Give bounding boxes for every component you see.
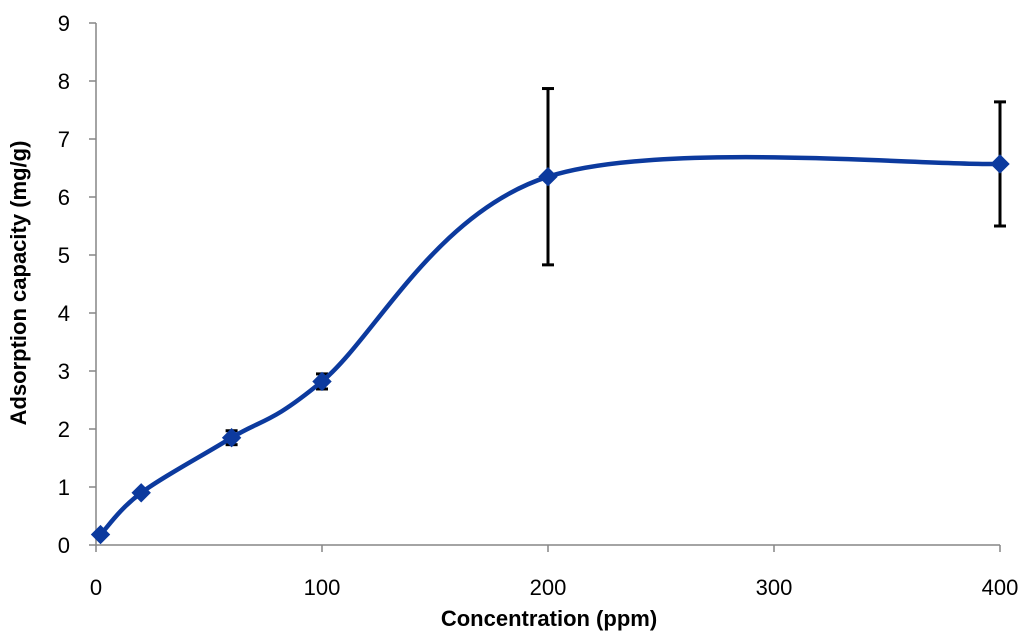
x-tick-label: 0 (90, 575, 102, 600)
markers (90, 154, 1010, 545)
data-point-marker (131, 483, 151, 503)
x-tick-label: 100 (304, 575, 341, 600)
y-tick-label: 7 (58, 127, 70, 152)
y-tick-label: 3 (58, 359, 70, 384)
x-tick-label: 300 (756, 575, 793, 600)
data-point-marker (90, 524, 111, 545)
data-point-marker (990, 154, 1010, 174)
error-bars (225, 87, 1006, 447)
x-tick-label: 400 (982, 575, 1019, 600)
axes: 0 1 2 3 4 5 6 7 8 9 0 100 200 300 400 (58, 11, 1019, 600)
y-tick-label: 8 (58, 69, 70, 94)
y-tick-label: 9 (58, 11, 70, 36)
x-axis-title: Concentration (ppm) (441, 606, 657, 631)
y-axis-title: Adsorption capacity (mg/g) (6, 141, 31, 426)
y-tick-label: 4 (58, 301, 70, 326)
y-tick-label: 6 (58, 185, 70, 210)
data-point-marker (312, 371, 332, 392)
y-tick-label: 5 (58, 243, 70, 268)
y-tick-label: 2 (58, 417, 70, 442)
labels: Concentration (ppm) Adsorption capacity … (6, 141, 657, 631)
data-point-marker (538, 166, 558, 187)
data-point-marker (221, 427, 242, 448)
y-tick-label: 0 (58, 533, 70, 558)
y-tick-label: 1 (58, 475, 70, 500)
x-tick-label: 200 (530, 575, 567, 600)
series-line (98, 154, 1003, 537)
series-line-layer (98, 154, 1003, 537)
